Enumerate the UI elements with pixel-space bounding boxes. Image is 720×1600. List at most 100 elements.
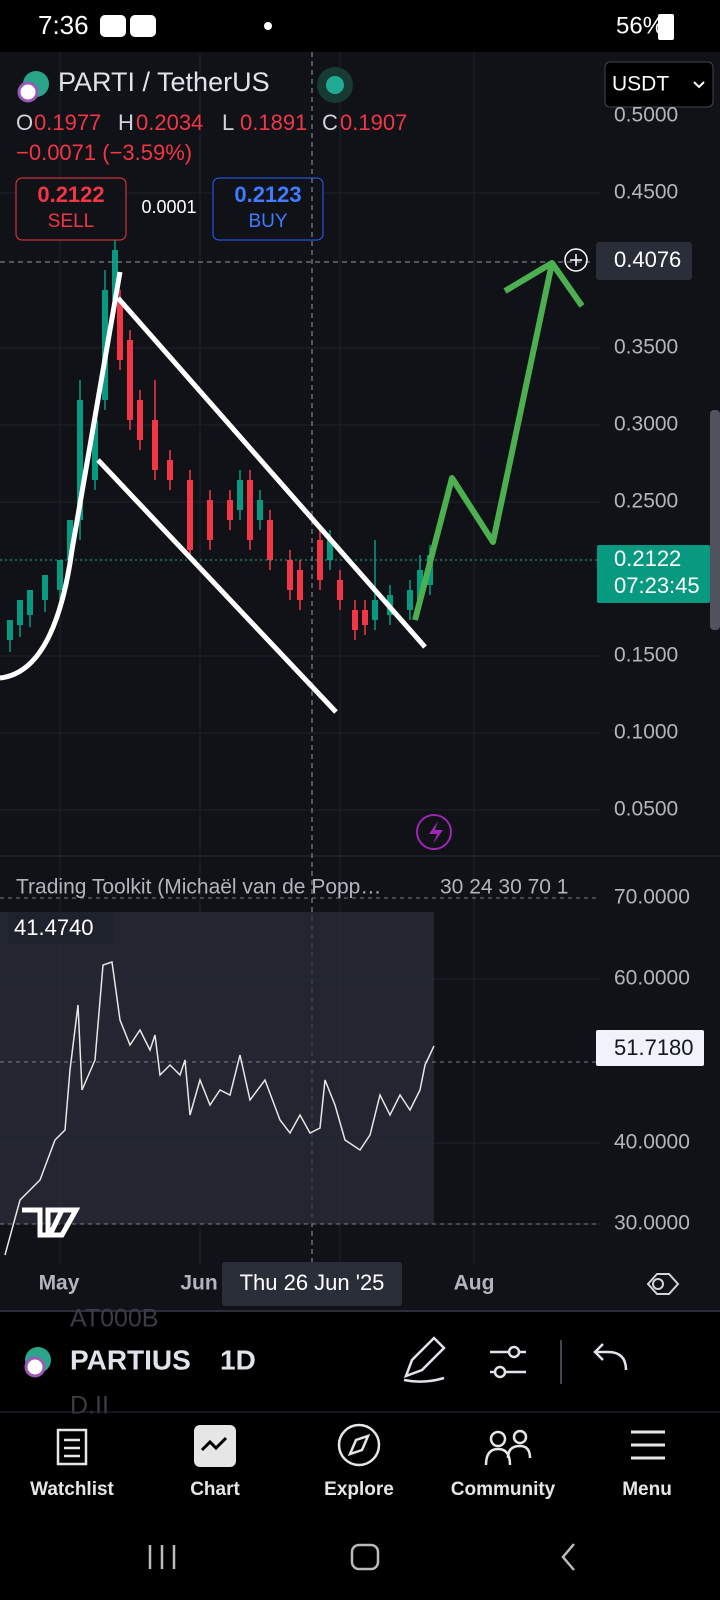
indicator-bands bbox=[0, 897, 600, 1225]
indicator-marker: 51.7180 bbox=[614, 1035, 694, 1060]
home-button[interactable] bbox=[350, 1543, 380, 1571]
ohlc-label: O bbox=[16, 110, 33, 135]
ohlc-row: O 0.1977 H 0.2034 L 0.1891 C 0.1907 bbox=[16, 110, 407, 135]
indicator-axis-label: 30.0000 bbox=[614, 1212, 690, 1235]
time-axis-label: Aug bbox=[454, 1272, 495, 1295]
ohlc-value: 0.1977 bbox=[34, 110, 101, 135]
current-price-box bbox=[597, 545, 710, 603]
icon bbox=[100, 15, 126, 37]
price-axis-label: 0.1500 bbox=[614, 644, 678, 667]
price-marker-box bbox=[596, 242, 692, 280]
current-price: 0.2122 bbox=[614, 546, 681, 571]
flash-bolt bbox=[429, 821, 443, 844]
indicators-knob bbox=[507, 1345, 521, 1359]
community-head bbox=[489, 1430, 507, 1448]
price-axis-label: 0.1000 bbox=[614, 721, 678, 744]
indicator-shade bbox=[0, 912, 434, 1224]
crosshair-date-box bbox=[222, 1262, 402, 1306]
scrollbar[interactable] bbox=[710, 410, 720, 630]
explore-icon[interactable] bbox=[337, 1423, 381, 1467]
sell-button[interactable] bbox=[15, 177, 127, 241]
crosshair-date: Thu 26 Jun '25 bbox=[240, 1270, 385, 1295]
exchange-logo bbox=[17, 81, 39, 103]
ohlc-label: H bbox=[118, 110, 134, 135]
ohlc-label: L bbox=[222, 110, 234, 135]
icon bbox=[130, 15, 156, 37]
change: −0.0071 (−3.59%) bbox=[16, 140, 192, 165]
currency: USDT bbox=[612, 73, 669, 96]
nav-label: Chart bbox=[190, 1479, 240, 1500]
indicators-knob bbox=[493, 1365, 507, 1379]
explore-needle bbox=[347, 1433, 371, 1457]
community-icon[interactable] bbox=[484, 1444, 532, 1466]
price-axis-label: 0.3000 bbox=[614, 413, 678, 436]
add-alert-plus bbox=[570, 254, 582, 266]
trendline bbox=[0, 271, 123, 681]
nav-label: Community bbox=[451, 1479, 556, 1500]
sell-price: 0.2122 bbox=[37, 182, 104, 207]
sell-label: SELL bbox=[48, 211, 94, 232]
time-axis-label: Jun bbox=[180, 1272, 217, 1295]
channel-lines bbox=[96, 296, 427, 714]
indicator-title: Trading Toolkit (Michaël van de Popp… bbox=[16, 876, 381, 899]
dropdown-caret bbox=[693, 81, 705, 89]
nav-label: Watchlist bbox=[30, 1479, 114, 1500]
battery-icon bbox=[658, 14, 674, 40]
buy-button[interactable] bbox=[212, 177, 324, 241]
projection-arrow bbox=[412, 260, 585, 621]
countdown: 07:23:45 bbox=[614, 573, 700, 598]
ghost-text: AT000B bbox=[70, 1305, 158, 1333]
price-axis-label: 0.3500 bbox=[614, 336, 678, 359]
buy-price: 0.2123 bbox=[234, 182, 301, 207]
interval[interactable]: 1D bbox=[220, 1344, 256, 1375]
price-axis-label: 0.5000 bbox=[614, 104, 678, 127]
add-alert-icon[interactable] bbox=[564, 248, 588, 272]
tv-logo bbox=[22, 1207, 81, 1238]
indicator-line bbox=[4, 961, 435, 1256]
toolbar-exchange-logo bbox=[24, 1356, 46, 1378]
indicator-marker-box bbox=[596, 1030, 704, 1066]
spread: 0.0001 bbox=[141, 197, 196, 217]
draw-icon[interactable] bbox=[403, 1336, 446, 1383]
community-head bbox=[512, 1429, 528, 1445]
buy-label: BUY bbox=[248, 211, 287, 232]
status-icons bbox=[100, 14, 674, 40]
ghost-text: D.II bbox=[70, 1392, 109, 1420]
market-open-dot bbox=[326, 76, 344, 94]
menu-icon[interactable] bbox=[631, 1430, 665, 1460]
settings-icon[interactable] bbox=[646, 1273, 680, 1295]
indicator-axis-label: 60.0000 bbox=[614, 967, 690, 990]
ohlc-value: 0.1907 bbox=[340, 110, 407, 135]
status-time: 7:36 bbox=[38, 10, 89, 40]
bottom-nav: Watchlist Chart Explore Community Menu bbox=[30, 1479, 672, 1500]
currency-dropdown[interactable] bbox=[604, 61, 714, 108]
indicator-axis-label: 40.0000 bbox=[614, 1131, 690, 1154]
settings-icon-center bbox=[652, 1278, 664, 1290]
ohlc-value: 0.1891 bbox=[240, 110, 307, 135]
price-axis-label: 0.0500 bbox=[614, 798, 678, 821]
indicator-axis: 70.0000 60.0000 40.0000 30.0000 bbox=[614, 886, 690, 1235]
recent-apps-button[interactable] bbox=[148, 1545, 176, 1569]
watchlist-icon[interactable] bbox=[56, 1428, 88, 1466]
indicator-params: 30 24 30 70 1 bbox=[440, 876, 568, 899]
nav-label: Menu bbox=[622, 1479, 672, 1500]
price-axis-label: 0.4500 bbox=[614, 181, 678, 204]
indicator-value-box bbox=[8, 912, 114, 944]
price-axis: 0.5000 0.4500 0.3500 0.3000 0.2500 0.1500 0.10… bbox=[614, 104, 678, 821]
ohlc-label: C bbox=[322, 110, 338, 135]
battery: 56% bbox=[616, 12, 664, 39]
toolbar-symbol[interactable]: PARTIUS bbox=[70, 1344, 191, 1375]
undo-icon[interactable] bbox=[593, 1343, 628, 1371]
price-marker: 0.4076 bbox=[614, 247, 681, 272]
time-axis-label: May bbox=[39, 1272, 80, 1295]
symbol-title: PARTI / TetherUS bbox=[58, 67, 270, 97]
flash-icon[interactable] bbox=[416, 814, 452, 850]
indicator-axis-label: 70.0000 bbox=[614, 886, 690, 909]
icon bbox=[264, 22, 272, 30]
indicator-value: 41.4740 bbox=[14, 915, 94, 940]
back-button[interactable] bbox=[561, 1543, 575, 1571]
price-axis-label: 0.2500 bbox=[614, 490, 678, 513]
nav-label: Explore bbox=[324, 1479, 394, 1500]
time-axis: May Jun Aug bbox=[39, 1272, 495, 1295]
